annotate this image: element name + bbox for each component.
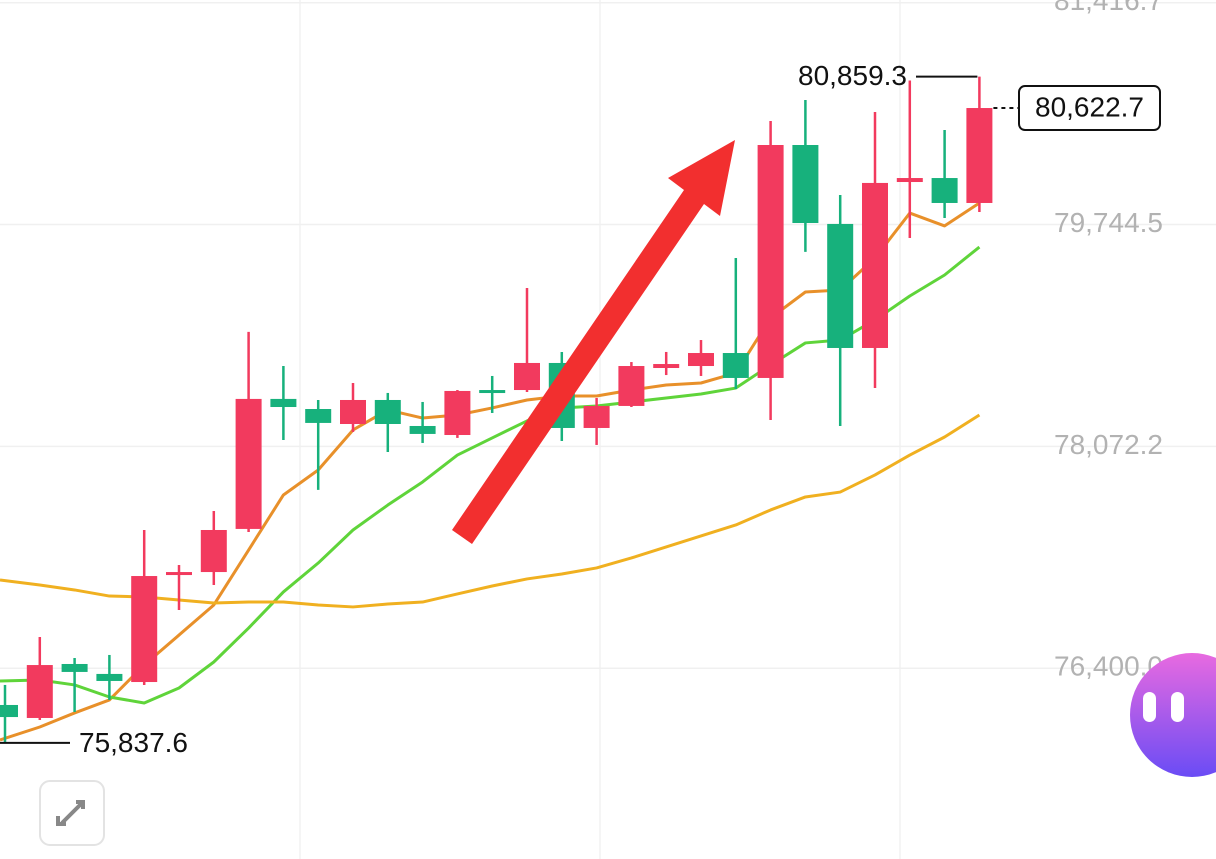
candle-body [722, 353, 749, 378]
candle-body [235, 398, 262, 529]
high-label: 80,859.3 [798, 60, 907, 91]
candle-body [26, 665, 53, 718]
trend-arrow [452, 140, 735, 544]
candle-body [374, 399, 401, 424]
y-tick-label: 78,072.2 [1054, 429, 1163, 460]
low-label: 75,837.6 [79, 727, 188, 758]
assistant-eye [1171, 692, 1184, 722]
expand-button[interactable] [39, 780, 105, 846]
candle-body [966, 108, 993, 203]
last-price-label: 80,622.7 [1035, 91, 1144, 122]
candle-body [200, 529, 227, 573]
moving-average-line [0, 413, 981, 609]
candle-body [862, 182, 888, 348]
candle-body [0, 704, 18, 718]
y-tick-label: 81,416.7 [1054, 0, 1163, 16]
candle-body [166, 572, 192, 576]
candle-body [61, 663, 88, 672]
assistant-bubble[interactable] [1130, 653, 1216, 777]
candle-body [409, 425, 436, 434]
grid [0, 1, 1216, 669]
candle-body [583, 405, 610, 428]
candle-body [827, 223, 854, 348]
candle-body [688, 353, 714, 367]
candle-body [514, 362, 540, 391]
candle-body [618, 366, 645, 406]
last-price-box [1018, 85, 1161, 132]
candle-body [131, 576, 158, 683]
candle-body [305, 409, 332, 423]
moving-average-line [0, 245, 981, 705]
candles [0, 76, 993, 743]
annotations: 80,859.3 80,622.7 75,837.6 [0, 60, 1161, 758]
candle-body [653, 364, 680, 369]
candle-body [479, 390, 506, 394]
candle-body [792, 145, 819, 224]
vertical-grid [299, 0, 901, 859]
candle-body [757, 145, 784, 378]
expand-icon [56, 800, 85, 826]
candle-body [444, 390, 471, 436]
candle-body [896, 178, 923, 183]
assistant-eye [1143, 692, 1156, 722]
candle-body [270, 398, 297, 408]
candle-body [931, 178, 958, 203]
y-tick-label: 79,744.5 [1054, 207, 1163, 238]
candle-body [340, 399, 366, 424]
candle-body [96, 673, 123, 681]
